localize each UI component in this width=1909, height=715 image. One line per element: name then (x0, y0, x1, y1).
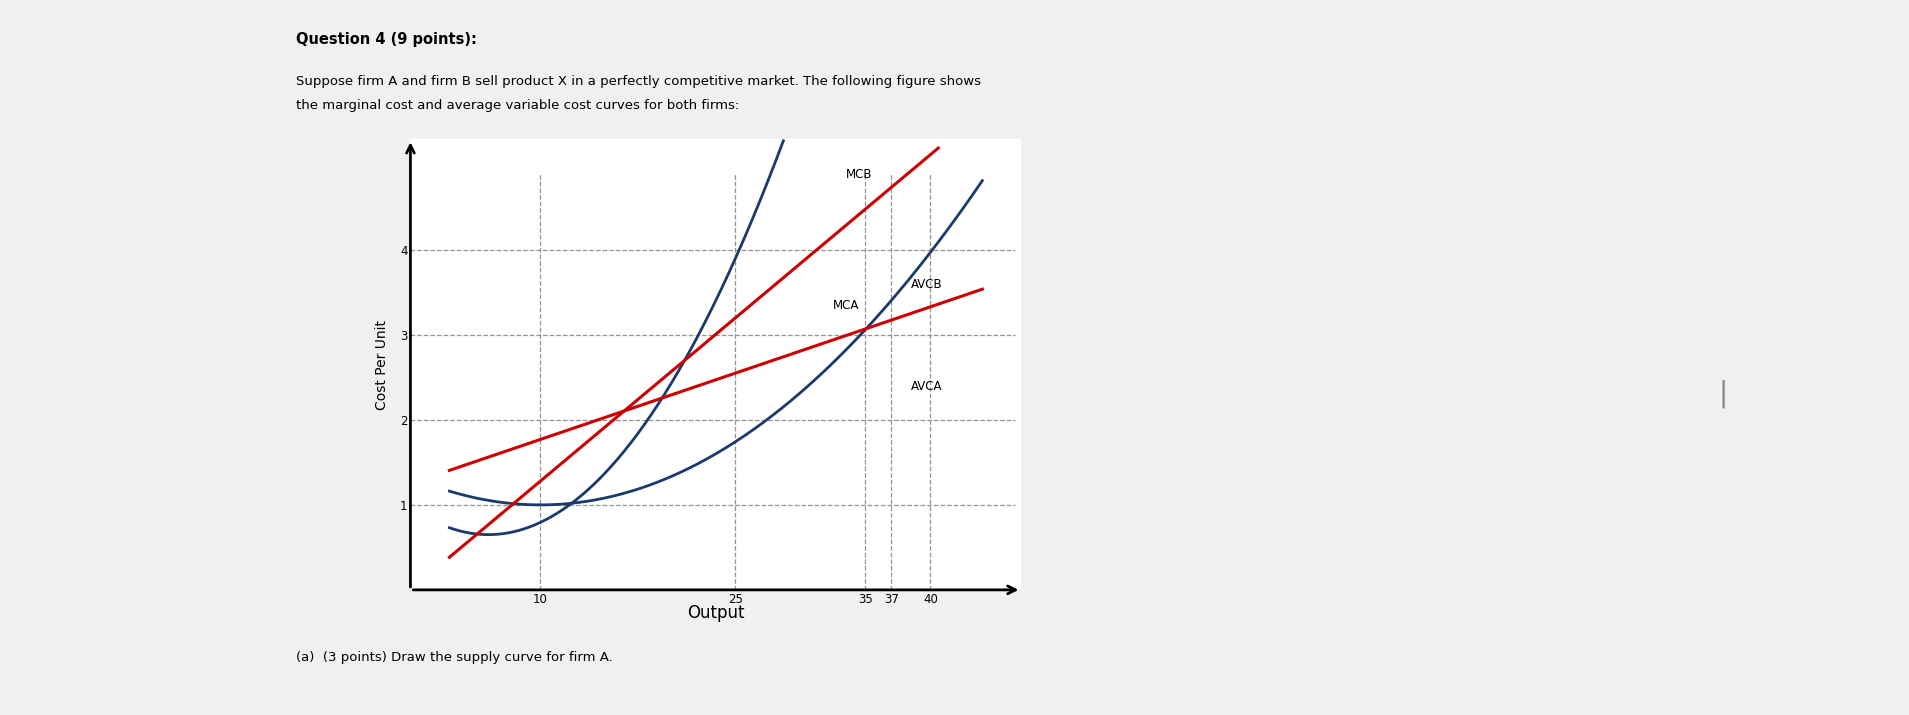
Text: MCB: MCB (846, 168, 872, 181)
Text: |: | (1718, 379, 1728, 408)
Text: Question 4 (9 points):: Question 4 (9 points): (296, 32, 477, 47)
Text: Suppose firm A and firm B sell product X in a perfectly competitive market. The : Suppose firm A and firm B sell product X… (296, 75, 981, 88)
Text: the marginal cost and average variable cost curves for both firms:: the marginal cost and average variable c… (296, 99, 739, 112)
Text: MCA: MCA (832, 300, 859, 312)
Text: Output: Output (687, 604, 745, 623)
Text: AVCB: AVCB (911, 278, 943, 291)
Y-axis label: Cost Per Unit: Cost Per Unit (374, 320, 389, 410)
Text: AVCA: AVCA (911, 380, 943, 393)
Text: (a)  (3 points) Draw the supply curve for firm A.: (a) (3 points) Draw the supply curve for… (296, 651, 613, 664)
